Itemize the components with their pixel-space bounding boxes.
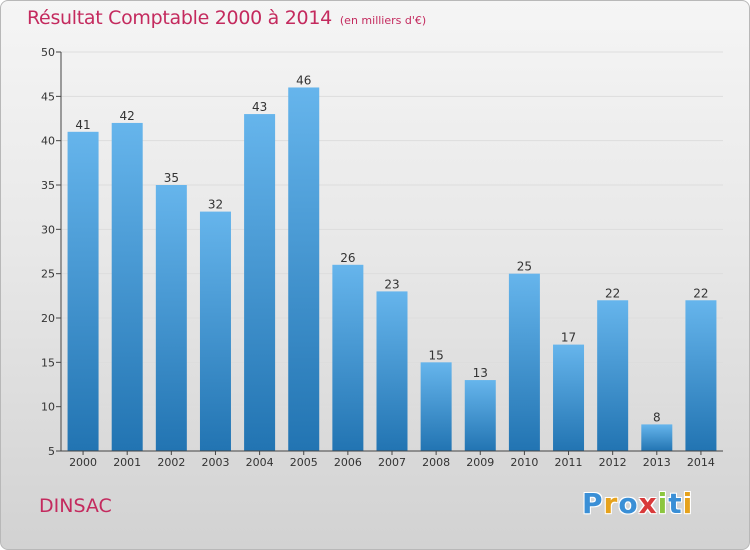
- x-tick-label: 2002: [157, 456, 185, 469]
- chart-subtitle: (en milliers d'€): [339, 14, 427, 27]
- y-tick-label: 40: [41, 135, 55, 148]
- y-tick-label: 50: [41, 46, 55, 59]
- bar: [685, 300, 717, 451]
- x-tick-label: 2003: [201, 456, 229, 469]
- x-tick-label: 2010: [510, 456, 538, 469]
- x-tick-label: 2006: [334, 456, 362, 469]
- bar: [376, 291, 408, 451]
- chart-title: Résultat Comptable 2000 à 2014: [27, 7, 332, 29]
- y-tick-label: 30: [41, 223, 55, 236]
- x-tick-label: 2013: [643, 456, 671, 469]
- bar-value-label: 23: [384, 277, 399, 291]
- x-tick-label: 2011: [555, 456, 583, 469]
- chart-title-block: Résultat Comptable 2000 à 2014 (en millie…: [27, 7, 426, 29]
- y-tick-label: 5: [48, 445, 55, 458]
- bar: [641, 424, 673, 451]
- y-tick-label: 45: [41, 90, 55, 103]
- bar-value-label: 8: [653, 410, 661, 424]
- y-tick-label: 15: [41, 356, 55, 369]
- bar-value-label: 22: [605, 286, 620, 300]
- y-tick-label: 35: [41, 179, 55, 192]
- logo-letter: i: [682, 487, 694, 520]
- bar-value-label: 46: [296, 73, 311, 87]
- x-tick-label: 2012: [599, 456, 627, 469]
- bar-value-label: 42: [120, 109, 135, 123]
- bars: 41 42 35 32 43 46 26 23 15 13 25 17 22 8 22: [67, 73, 717, 452]
- logo-letter: o: [618, 487, 639, 520]
- x-tick-label: 2007: [378, 456, 406, 469]
- bar: [155, 185, 187, 451]
- y-tick-label: 10: [41, 401, 55, 414]
- y-tick-label: 20: [41, 312, 55, 325]
- bar: [199, 211, 231, 451]
- bar-value-label: 17: [561, 331, 576, 345]
- bar-value-label: 25: [517, 260, 532, 274]
- x-tick-label: 2000: [69, 456, 97, 469]
- bar: [420, 362, 452, 451]
- bar: [464, 380, 496, 451]
- bar: [244, 114, 276, 452]
- bar-value-label: 32: [208, 198, 223, 212]
- bar: [597, 300, 629, 451]
- bar: [111, 122, 143, 451]
- town-name: DINSAC: [39, 495, 112, 517]
- x-tick-label: 2009: [466, 456, 494, 469]
- proxiti-logo: Proxiti: [582, 487, 693, 520]
- x-tick-label: 2004: [246, 456, 274, 469]
- bar-value-label: 26: [340, 251, 355, 265]
- x-tick-label: 2008: [422, 456, 450, 469]
- logo-letter: P: [582, 487, 604, 520]
- bar: [288, 87, 320, 451]
- x-tick-label: 2014: [687, 456, 715, 469]
- bar-value-label: 22: [693, 286, 708, 300]
- bar-value-label: 43: [252, 100, 267, 114]
- bar-value-label: 41: [75, 118, 90, 132]
- bar-value-label: 15: [428, 348, 443, 362]
- x-tick-label: 2001: [113, 456, 141, 469]
- bar: [332, 264, 364, 451]
- x-tick-label: 2005: [290, 456, 318, 469]
- bar: [508, 273, 540, 451]
- logo-letter: t: [668, 487, 683, 520]
- axes: 5 10 15 20 25 30 35 40 45 50 2000 2001 2002 2003 2004 2…: [41, 46, 723, 469]
- bar-value-label: 13: [473, 366, 488, 380]
- logo-letter: i: [657, 487, 669, 520]
- logo-letter: r: [603, 487, 619, 520]
- y-tick-label: 25: [41, 268, 55, 281]
- bar-value-label: 35: [164, 171, 179, 185]
- bar-chart: 41 42 35 32 43 46 26 23 15 13 25 17 22 8 22 5 10 15 20 25 3…: [41, 46, 723, 469]
- bar: [67, 131, 99, 452]
- bar: [553, 344, 585, 451]
- logo-letter: x: [638, 487, 658, 520]
